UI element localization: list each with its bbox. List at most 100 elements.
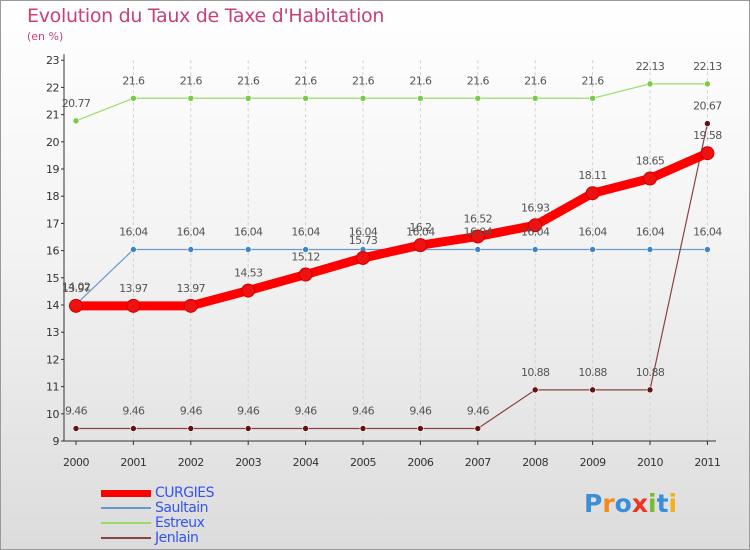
data-label: 16.93 [521, 201, 550, 214]
logo-letter: P [584, 489, 603, 518]
y-tick-label: 22 [46, 81, 59, 94]
data-label: 13.97 [177, 282, 206, 295]
x-tick-label: 2001 [120, 456, 146, 469]
y-tick-label: 16 [46, 245, 59, 258]
data-point [474, 94, 482, 102]
y-tick-label: 12 [46, 353, 59, 366]
data-point [589, 94, 596, 102]
logo-letter: x [631, 489, 648, 518]
data-point [72, 425, 80, 432]
data-label: 21.6 [237, 74, 260, 87]
logo-letter: i [668, 489, 678, 518]
data-point [241, 283, 256, 298]
y-tick-label: 13 [46, 326, 59, 339]
data-point [474, 246, 482, 253]
y-tick-label: 15 [46, 272, 59, 285]
data-label: 19.58 [693, 129, 722, 142]
data-point [417, 425, 424, 432]
data-point [130, 425, 137, 432]
data-label: 14.53 [234, 267, 263, 280]
data-label: 9.46 [65, 404, 88, 417]
data-point [417, 94, 424, 102]
x-tick-label: 2006 [407, 456, 433, 469]
data-point [589, 246, 596, 253]
y-tick-label: 9 [53, 435, 60, 448]
data-label: 20.77 [62, 97, 91, 110]
data-label: 15.12 [291, 251, 320, 264]
data-point [585, 186, 600, 201]
data-point [531, 246, 539, 253]
data-label: 15.73 [349, 234, 378, 247]
y-tick-label: 10 [46, 408, 59, 421]
data-point [704, 80, 711, 88]
x-tick-label: 2011 [694, 456, 720, 469]
y-tick-label: 11 [46, 381, 59, 394]
legend-item-estreux: Estreux [101, 515, 301, 531]
data-label: 22.13 [636, 60, 665, 73]
data-label: 21.6 [295, 74, 318, 87]
data-label: 21.6 [467, 74, 490, 87]
data-label: 18.11 [578, 169, 607, 182]
x-tick-label: 2003 [235, 456, 261, 469]
data-label: 16.04 [693, 226, 722, 239]
y-tick-label: 17 [46, 217, 59, 230]
data-label: 16.52 [464, 212, 493, 225]
y-tick-label: 21 [46, 109, 59, 122]
series-line-jenlain [75, 122, 709, 430]
data-label: 14.02 [62, 280, 91, 293]
chart-title: Evolution du Taux de Taxe d'Habitation [27, 5, 385, 27]
data-label: 9.46 [295, 404, 318, 417]
legend-label: Jenlain [155, 530, 199, 546]
data-point [130, 246, 137, 253]
data-point [646, 80, 654, 88]
data-point [413, 238, 428, 253]
x-tick-label: 2008 [522, 456, 548, 469]
logo-letter: t [656, 489, 669, 518]
data-label: 21.6 [409, 74, 432, 87]
legend-swatch [101, 489, 151, 497]
data-label: 9.46 [352, 404, 375, 417]
proxiti-logo: Proxiti [584, 489, 677, 518]
y-tick-label: 18 [46, 190, 59, 203]
data-label: 21.6 [582, 74, 605, 87]
data-label: 16.04 [349, 226, 378, 239]
data-label: 21.6 [524, 74, 547, 87]
x-tick-label: 2000 [63, 456, 89, 469]
x-tick-label: 2010 [637, 456, 663, 469]
logo-letter: i [648, 489, 657, 518]
data-point [356, 250, 370, 265]
data-label: 16.04 [406, 226, 435, 239]
data-point [589, 386, 596, 394]
x-tick-label: 2005 [350, 456, 376, 469]
data-label: 16.04 [119, 226, 148, 239]
series-line-estreux [75, 83, 709, 122]
data-point [302, 246, 309, 253]
data-point [302, 94, 309, 102]
data-point [470, 229, 485, 244]
data-point [700, 146, 715, 161]
data-point [244, 246, 252, 253]
data-point [130, 94, 137, 102]
data-point [183, 298, 198, 313]
data-point [474, 425, 482, 432]
data-label: 18.65 [636, 155, 665, 168]
data-label: 9.46 [122, 404, 145, 417]
data-point [646, 246, 654, 253]
data-point [528, 218, 543, 233]
data-point [643, 171, 657, 186]
data-point [187, 94, 195, 102]
y-tick-label: 19 [46, 163, 59, 176]
data-point [704, 120, 711, 127]
data-label: 16.04 [578, 226, 607, 239]
legend-swatch [101, 537, 151, 539]
x-tick-label: 2004 [293, 456, 319, 469]
data-label: 22.13 [693, 60, 722, 73]
y-tick-label: 14 [46, 299, 59, 312]
logo-letter: r [602, 489, 615, 518]
data-label: 9.46 [467, 404, 490, 417]
data-label: 21.6 [122, 74, 145, 87]
data-label: 21.6 [352, 74, 375, 87]
legend-item-saultain: Saultain [101, 500, 301, 516]
data-label: 21.6 [180, 74, 203, 87]
data-label: 10.88 [521, 366, 550, 379]
